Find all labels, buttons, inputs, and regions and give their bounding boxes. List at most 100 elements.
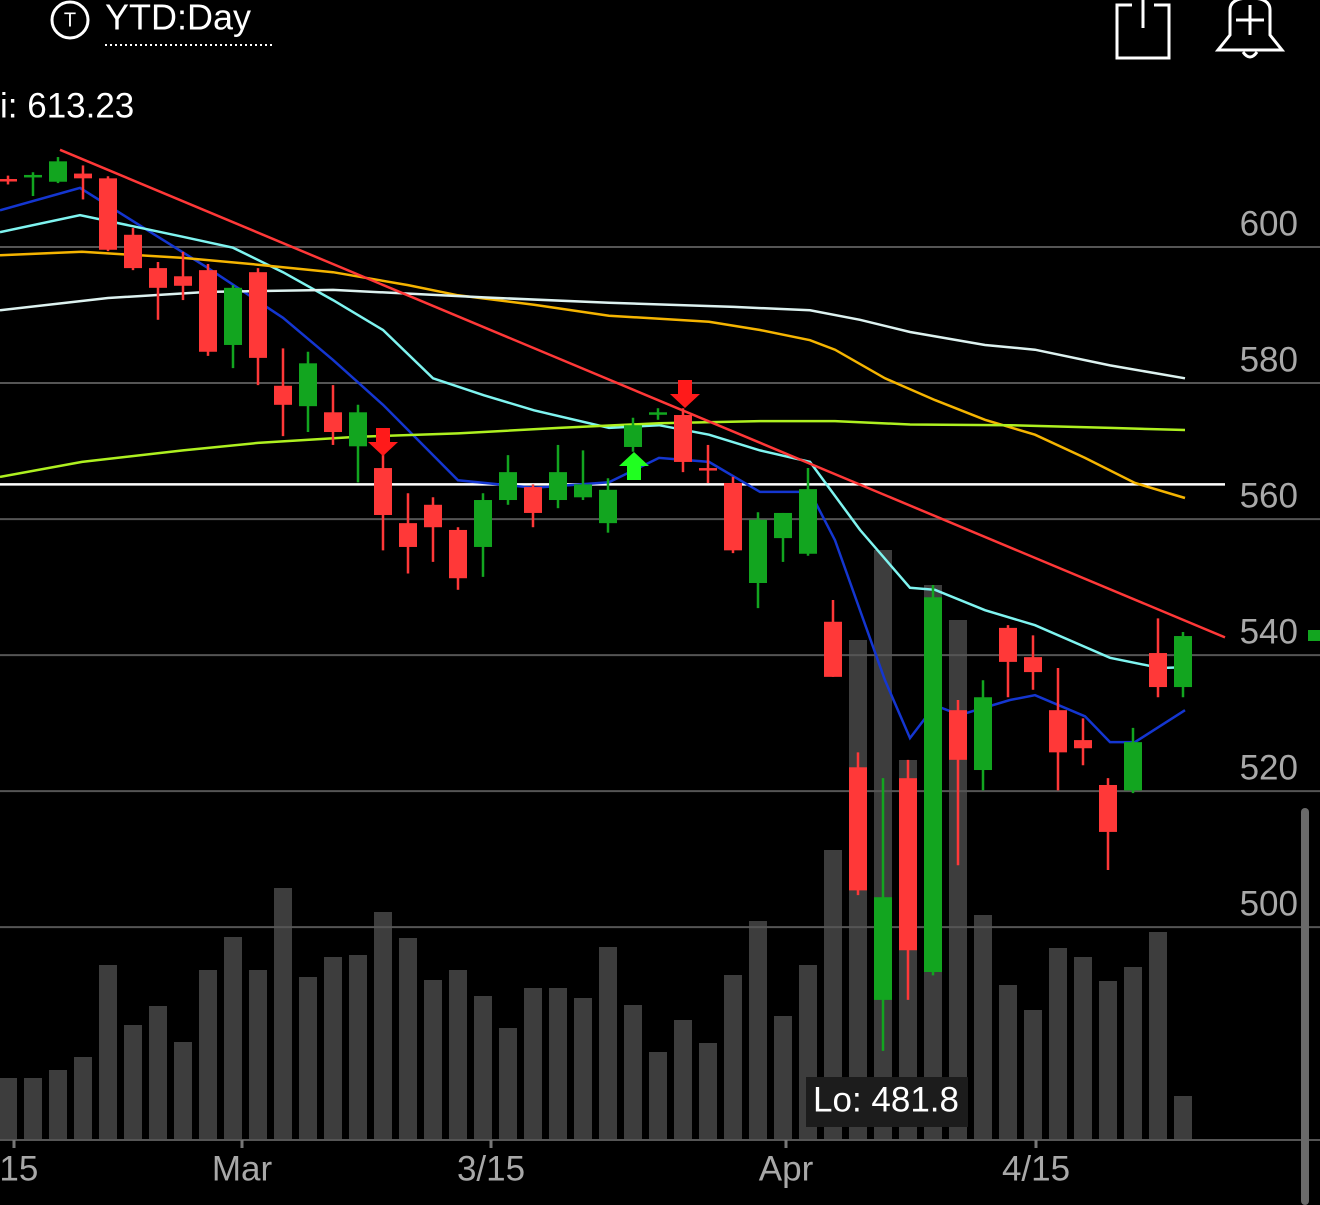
share-button[interactable]	[1115, 0, 1171, 60]
volume-bar	[724, 975, 742, 1140]
volume-bar	[224, 937, 242, 1140]
share-box	[1115, 3, 1171, 60]
candle-body	[949, 710, 967, 760]
volume-bar	[24, 1078, 42, 1140]
volume-bar	[999, 985, 1017, 1140]
volume-bar	[449, 970, 467, 1140]
y-tick-label: 580	[1240, 340, 1298, 379]
candle-body	[324, 412, 342, 433]
candle-body	[874, 897, 892, 1000]
candle-body	[824, 621, 842, 677]
bell-clapper	[1241, 51, 1259, 59]
volume-bar	[0, 1078, 17, 1140]
volume-bar	[1074, 957, 1092, 1140]
volume-bar	[74, 1057, 92, 1140]
candle-body	[74, 173, 92, 179]
scrollbar[interactable]	[1301, 808, 1309, 1205]
grid-layer	[0, 246, 1320, 1148]
moving-average	[0, 288, 1186, 380]
volume-bar	[774, 1016, 792, 1140]
candle-body	[924, 597, 942, 973]
candle-body	[1099, 784, 1117, 832]
candle-body	[349, 412, 367, 447]
x-tick-label: 4/15	[1002, 1149, 1070, 1188]
y-tick-label: 540	[1240, 612, 1298, 651]
candle-body	[1174, 636, 1192, 688]
volume-bar	[1099, 981, 1117, 1140]
volume-bar	[374, 912, 392, 1140]
low-label-bg	[806, 1077, 968, 1127]
volume-bar	[124, 1025, 142, 1140]
x-tick-label: /15	[0, 1149, 38, 1188]
candle-body	[974, 697, 992, 771]
candle-body	[124, 234, 142, 269]
ticker-icon[interactable]	[50, 0, 90, 40]
moving-average	[0, 213, 1186, 670]
volume-bar	[499, 1028, 517, 1140]
volume-bar	[574, 998, 592, 1140]
candle-body	[849, 767, 867, 891]
volume-bar	[649, 1052, 667, 1140]
volume-bar	[674, 1020, 692, 1140]
x-tick-label: Mar	[212, 1149, 273, 1188]
volume-bar	[1024, 1010, 1042, 1140]
x-tick-label: Apr	[759, 1149, 814, 1188]
candle-body	[499, 472, 517, 501]
candle-body	[749, 519, 767, 583]
candle-body	[774, 512, 792, 539]
volume-bar	[699, 1043, 717, 1140]
volume-bar	[599, 947, 617, 1140]
candle-body	[99, 178, 117, 250]
high-label: i: 613.23	[0, 86, 134, 125]
volume-bar	[324, 957, 342, 1140]
candle-body	[1124, 742, 1142, 791]
volume-bar	[824, 850, 842, 1140]
volume-bar	[399, 938, 417, 1140]
candle-body	[49, 161, 67, 182]
volume-bar	[1049, 948, 1067, 1140]
volume-bar	[1174, 1096, 1192, 1140]
volume-bar	[749, 921, 767, 1140]
volume-bar	[299, 977, 317, 1140]
x-tick-label: 3/15	[457, 1149, 525, 1188]
moving-average	[0, 186, 1186, 744]
candle-body	[624, 425, 642, 447]
low-label: Lo: 481.8	[813, 1080, 959, 1119]
alert-button[interactable]	[1214, 0, 1286, 59]
candle-body	[1149, 653, 1167, 688]
volume-bar	[474, 996, 492, 1140]
candle-body	[1024, 657, 1042, 673]
overlay-layer	[0, 148, 1226, 744]
period-selector[interactable]: YTD:Day	[105, 0, 251, 38]
sell-signal	[368, 428, 398, 456]
volume-bar	[974, 915, 992, 1140]
bell	[1214, 0, 1286, 52]
volume-bar	[249, 970, 267, 1140]
candle-body	[724, 483, 742, 551]
volume-bar	[624, 1005, 642, 1140]
volume-bar	[149, 1006, 167, 1140]
candle-body	[449, 529, 467, 579]
candle-body	[799, 489, 817, 554]
candle-body	[274, 385, 292, 405]
volume-bar	[349, 955, 367, 1140]
candle-body	[299, 363, 317, 407]
candle-body	[599, 489, 617, 524]
candle-body	[149, 268, 167, 288]
volume-bar	[199, 970, 217, 1140]
sell-signal	[670, 380, 700, 408]
price-marker	[1308, 630, 1320, 641]
y-tick-label: 560	[1240, 476, 1298, 515]
volume-bar	[274, 888, 292, 1140]
volume-bar	[1149, 932, 1167, 1140]
candle-body	[899, 778, 917, 951]
y-tick-label: 520	[1240, 748, 1298, 787]
volume-bar	[1124, 967, 1142, 1140]
volume-bar	[99, 965, 117, 1140]
y-tick-label: 500	[1240, 884, 1298, 923]
candle-body	[424, 504, 442, 528]
candle-body	[649, 412, 667, 415]
candle-body	[1049, 710, 1067, 753]
candle-body	[574, 484, 592, 498]
